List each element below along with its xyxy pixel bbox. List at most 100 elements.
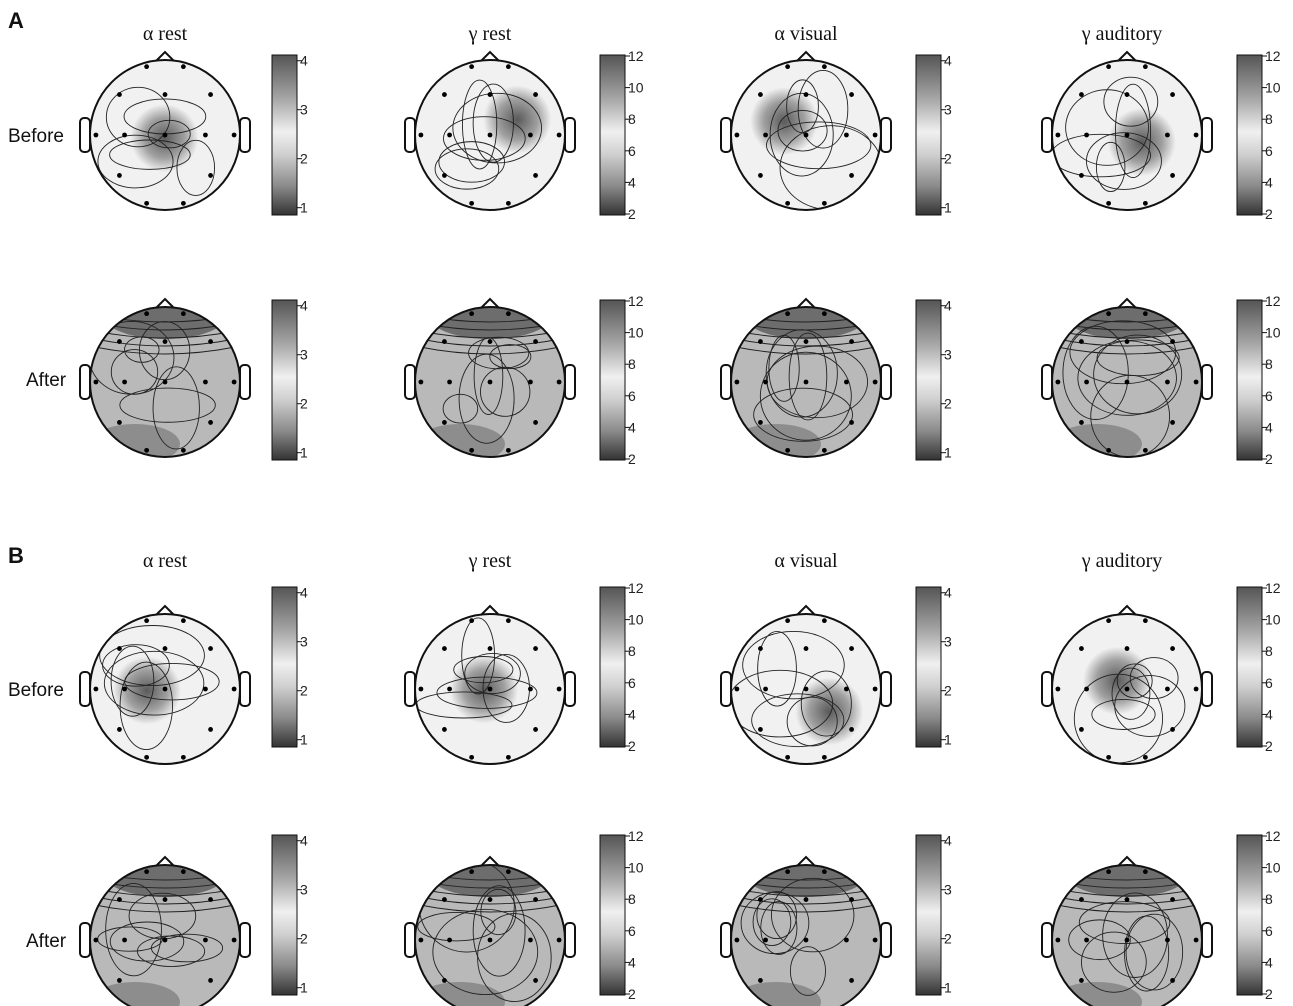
row-label-a-after: After	[26, 370, 67, 391]
colorbar-tick-label: 4	[1265, 706, 1273, 722]
colorbar-tick-label: 10	[628, 612, 644, 628]
electrode-dot	[487, 132, 493, 138]
electrode-dot	[821, 311, 827, 317]
colorbar-tick-label: 4	[1265, 174, 1273, 190]
right-ear-shape	[564, 922, 576, 958]
electrode-dot	[162, 92, 168, 97]
colorbar-tick-label: 12	[628, 48, 644, 64]
electrode-dot	[208, 646, 213, 651]
electrode-dot	[144, 64, 150, 70]
electrode-dot	[1084, 937, 1089, 943]
electrode-dot	[447, 686, 452, 692]
contour-line	[735, 896, 877, 905]
electrode-dot	[1084, 379, 1089, 385]
electrode-dot	[556, 379, 562, 385]
right-ear-shape	[564, 364, 576, 400]
contour-line	[1056, 896, 1198, 905]
head-map	[79, 297, 251, 458]
right-ear-shape	[239, 922, 251, 958]
electrode-dot	[533, 897, 538, 902]
nose-shape	[155, 297, 175, 309]
electrode-dot	[1165, 937, 1170, 943]
head-map	[404, 855, 576, 1006]
colorbar-tick-label: 3	[300, 347, 308, 363]
electrode-dot	[758, 978, 763, 983]
col-title-a-alpha-rest: α rest	[143, 23, 188, 45]
left-ear-shape	[79, 364, 91, 400]
left-ear-shape	[79, 117, 91, 153]
contour-line	[110, 645, 155, 717]
electrode-dot	[1079, 897, 1084, 902]
electrode-dot	[447, 937, 452, 943]
contour-line	[1056, 346, 1198, 355]
colorbar-tick-label: 2	[300, 683, 308, 699]
nose-shape	[796, 604, 816, 616]
electrode-dot	[556, 937, 562, 943]
contour-line	[731, 669, 834, 738]
colorbar: 12 10 8 6 4 2	[599, 580, 644, 754]
electrode-dot	[1124, 339, 1130, 344]
left-ear-shape	[1041, 671, 1053, 707]
electrode-dot	[821, 754, 827, 760]
colorbar: 4 3 2 1	[915, 833, 952, 996]
contour-line	[757, 630, 797, 707]
col-title-a-gamma-auditory: γ auditory	[1081, 23, 1163, 45]
colorbar-tick-label: 2	[944, 683, 952, 699]
contour-line	[1114, 675, 1186, 737]
electrode-dot	[849, 978, 854, 983]
colorbar-tick-label: 12	[1265, 48, 1281, 64]
electrode-dot	[763, 379, 768, 385]
electrode-dot	[487, 379, 493, 385]
electrode-dot	[785, 754, 791, 760]
electrode-dot	[872, 379, 878, 385]
electrode-dot	[418, 379, 424, 385]
electrode-dot	[208, 92, 213, 97]
nose-shape	[1117, 50, 1137, 62]
contour-line	[176, 139, 216, 196]
electrode-dot	[758, 646, 763, 651]
colorbar-tick-label: 10	[628, 860, 644, 876]
electrode-dot	[1079, 92, 1084, 97]
colorbar-tick-label: 4	[1265, 419, 1273, 435]
colorbar-tick-label: 8	[628, 356, 636, 372]
colorbar-gradient	[599, 834, 626, 996]
colorbar-tick-label: 1	[944, 980, 952, 996]
electrode-dot	[505, 311, 511, 317]
electrode-dot	[505, 754, 511, 760]
contour-line	[94, 338, 236, 347]
colorbar-tick-label: 2	[944, 931, 952, 947]
colorbar-tick-label: 6	[1265, 675, 1273, 691]
contour-line	[472, 83, 514, 163]
electrode-dot	[528, 686, 533, 692]
electrode-dot	[785, 64, 791, 70]
colorbar-tick-label: 10	[1265, 80, 1281, 96]
nose-shape	[480, 855, 500, 867]
contour-line	[1116, 663, 1153, 699]
colorbar-tick-label: 3	[300, 882, 308, 898]
electrode-dot	[231, 132, 237, 138]
electrode-dot	[442, 646, 447, 651]
colorbar-tick-label: 4	[628, 706, 636, 722]
head-map	[720, 50, 892, 211]
electrode-dot	[849, 339, 854, 344]
electrode-dot	[1124, 686, 1130, 692]
colorbar-tick-label: 6	[628, 388, 636, 404]
contour-line	[419, 338, 561, 347]
electrode-dot	[758, 339, 763, 344]
head-map	[404, 297, 576, 458]
colorbar: 12 10 8 6 4 2	[1236, 828, 1281, 1002]
electrode-dot	[1165, 686, 1170, 692]
electrode-dot	[533, 978, 538, 983]
contour-line	[94, 904, 236, 913]
left-ear-shape	[1041, 922, 1053, 958]
colorbar-tick-label: 12	[628, 580, 644, 596]
left-ear-shape	[404, 364, 416, 400]
electrode-dot	[821, 618, 827, 624]
electrode-dot	[144, 618, 150, 624]
electrode-dot	[208, 339, 213, 344]
left-ear-shape	[404, 671, 416, 707]
colorbar-tick-label: 2	[1265, 986, 1273, 1002]
colorbar-tick-label: 4	[1265, 954, 1273, 970]
col-title-b-alpha-visual: α visual	[774, 550, 838, 572]
electrode-dot	[162, 132, 168, 138]
